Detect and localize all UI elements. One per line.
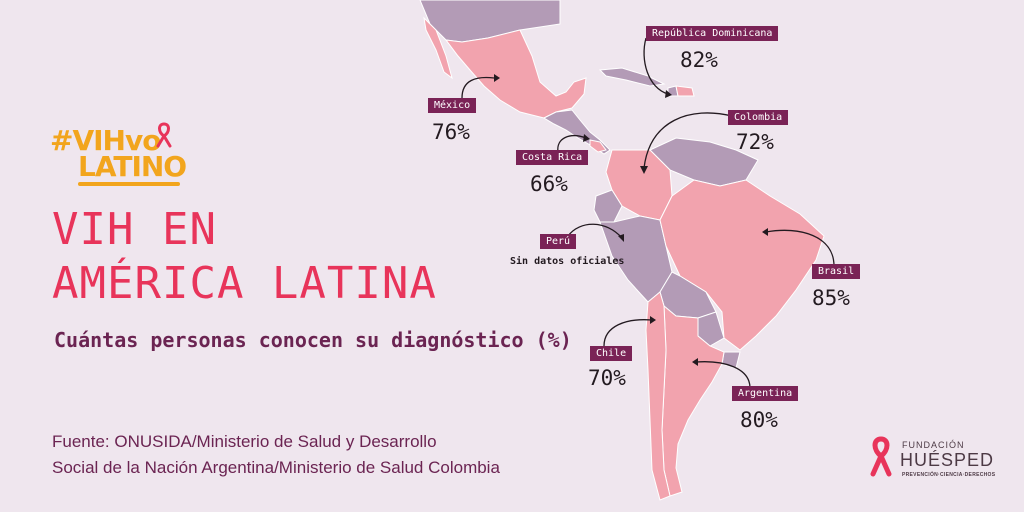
logo-tagline: PREVENCIÓN·CIENCIA·DERECHOS	[902, 472, 996, 478]
arrowhead-argentina	[692, 358, 698, 366]
value-brasil: 85%	[812, 286, 850, 310]
label-republica-dominicana: República Dominicana	[646, 26, 779, 41]
costa-rica-region	[589, 139, 607, 153]
source-line1: Fuente: ONUSIDA/Ministerio de Salud y De…	[52, 432, 437, 451]
label-argentina: Argentina	[732, 386, 799, 401]
callout-chile	[603, 319, 653, 347]
arrowhead-costa-rica	[583, 134, 590, 142]
arrowhead-republica-dominicana	[665, 90, 672, 98]
callout-brasil	[765, 229, 835, 267]
baja-california	[423, 16, 453, 80]
cuba-region	[598, 67, 666, 87]
arrowhead-peru	[618, 234, 624, 242]
source-line2: Social de la Nación Argentina/Ministerio…	[52, 458, 500, 477]
mexico-region	[444, 29, 587, 119]
hashtag-line1: #VIHvo	[50, 124, 161, 157]
venezuela-region	[649, 137, 759, 187]
callout-mexico	[461, 76, 495, 99]
label-mexico: México	[428, 98, 477, 113]
huesped-ribbon-icon	[870, 436, 892, 477]
label-brasil: Brasil	[812, 264, 861, 279]
usa-region	[419, 0, 561, 43]
hashtag-line2: LATINO	[78, 150, 187, 183]
dominican-republic-region	[675, 85, 695, 97]
logo-line1: FUNDACIÓN	[902, 440, 965, 450]
value-chile: 70%	[588, 366, 626, 390]
page-title-line2: AMÉRICA LATINA	[52, 258, 437, 309]
chile-region	[645, 291, 671, 501]
value-mexico: 76%	[432, 120, 470, 144]
hashtag-underline	[78, 182, 180, 186]
label-costa-rica: Costa Rica	[516, 150, 589, 165]
aids-ribbon-icon	[156, 122, 172, 148]
callout-colombia	[643, 112, 733, 169]
arrowhead-mexico	[494, 74, 500, 82]
arrowhead-chile	[650, 316, 656, 324]
logo-line2: HUÉSPED	[900, 450, 995, 470]
arrowhead-brasil	[762, 228, 768, 236]
callout-arrowheads	[494, 74, 768, 366]
page-subtitle: Cuántas personas conocen su diagnóstico …	[54, 328, 572, 352]
value-costa-rica: 66%	[530, 172, 568, 196]
label-chile: Chile	[590, 346, 633, 361]
page-title-line1: VIH EN	[52, 204, 217, 255]
label-colombia: Colombia	[728, 110, 789, 125]
callout-lines	[461, 37, 835, 389]
label-peru: Perú	[540, 234, 577, 249]
callout-republica-dominicana	[643, 37, 669, 95]
callout-argentina	[695, 361, 751, 389]
arrowhead-colombia	[640, 166, 648, 174]
callout-costa-rica	[557, 135, 587, 153]
note-peru: Sin datos oficiales	[510, 256, 625, 267]
value-colombia: 72%	[736, 130, 774, 154]
hashtag-logo: #VIHvo LATINO	[50, 127, 187, 183]
value-argentina: 80%	[740, 408, 778, 432]
value-republica-dominicana: 82%	[680, 48, 718, 72]
callout-peru	[567, 223, 623, 239]
